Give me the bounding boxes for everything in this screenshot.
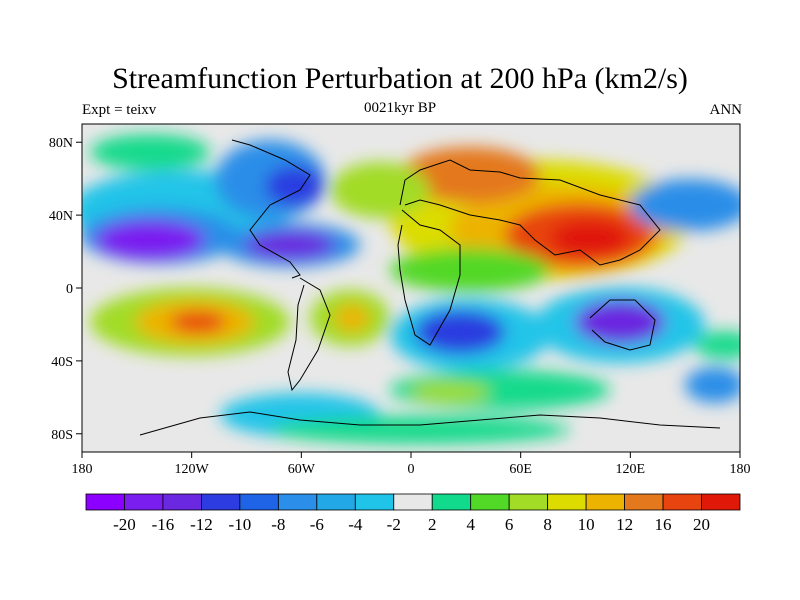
colorbar-swatch [508, 493, 549, 511]
colorbar-label: -4 [348, 515, 363, 534]
colorbar-swatch [124, 493, 164, 511]
contour-blob [685, 367, 740, 403]
contour-blob [334, 304, 370, 332]
colorbar-swatch [85, 493, 125, 511]
colorbar-swatch [239, 493, 279, 511]
lat-tick-label: 0 [66, 282, 73, 297]
contour-blob [245, 231, 335, 259]
colorbar-label: 2 [428, 515, 437, 534]
colorbar-swatch [393, 493, 433, 511]
lat-tick-label: 40S [51, 355, 73, 370]
colorbar-swatch [585, 493, 625, 511]
colorbar-label: 6 [505, 515, 514, 534]
colorbar-label: 4 [466, 515, 475, 534]
lon-tick-label: 60E [509, 462, 532, 477]
contour-blob [390, 248, 550, 292]
lon-tick-label: 120W [175, 462, 210, 477]
colorbar-label: -2 [387, 515, 401, 534]
contour-blob [330, 162, 430, 218]
contour-blob [695, 331, 740, 359]
map-plot-area [82, 124, 740, 452]
colorbar-label: -16 [152, 515, 175, 534]
south-america-coast [287, 277, 331, 392]
lat-tick-label: 40N [49, 209, 73, 224]
colorbar-swatch [316, 493, 356, 511]
colorbar-swatch [354, 493, 395, 511]
colorbar-label: -10 [229, 515, 252, 534]
colorbar-swatch [662, 493, 702, 511]
colorbar-swatch [162, 493, 202, 511]
colorbar-swatch [470, 493, 510, 511]
lon-tick-label: 120E [616, 462, 646, 477]
north-america-coast [231, 139, 311, 279]
map-title: Streamfunction Perturbation at 200 hPa (… [112, 62, 688, 95]
australia-coast [589, 299, 656, 351]
colorbar-label: 12 [616, 515, 633, 534]
africa-coast [397, 209, 461, 346]
antarctica-coast [139, 411, 721, 436]
lon-tick-label: 180 [72, 462, 93, 477]
colorbar-swatch [431, 493, 472, 511]
colorbar-label: 8 [543, 515, 552, 534]
contour-blob [95, 220, 205, 260]
colorbar-swatch [701, 493, 741, 511]
colorbar-swatch [547, 493, 587, 511]
contour-blob [170, 311, 226, 333]
contour-blob [90, 134, 210, 170]
colorbar-label: 16 [655, 515, 672, 534]
time-label: 0021kyr BP [363, 100, 437, 116]
colorbar-swatch [624, 493, 664, 511]
coastlines [139, 139, 721, 436]
colorbar-swatch [277, 493, 318, 511]
colorbar-label: -12 [190, 515, 213, 534]
lon-tick-label: 180 [730, 462, 751, 477]
lat-tick-label: 80N [49, 136, 73, 151]
latitude-axis: 80N 40N 0 40S 80S [49, 136, 82, 443]
season-label: ANN [709, 102, 743, 118]
colorbar-label: 20 [693, 515, 710, 534]
contour-field [82, 134, 740, 444]
contour-blob [270, 416, 570, 444]
lon-tick-label: 0 [408, 462, 415, 477]
contour-blob [415, 310, 505, 354]
experiment-label: Expt = teixv [82, 102, 157, 118]
colorbar-swatch [201, 493, 241, 511]
contour-blob [400, 147, 540, 203]
colorbar-label: 10 [578, 515, 595, 534]
colorbar-label: -20 [113, 515, 136, 534]
colorbar-label: -6 [310, 515, 324, 534]
contour-blob [410, 382, 490, 402]
longitude-axis: 180 120W 60W 0 60E 120E 180 [72, 452, 751, 477]
colorbar-label: -8 [271, 515, 285, 534]
contour-blob [550, 220, 630, 256]
contour-blob [265, 166, 325, 206]
colorbar: -20 -16 -12 -10 -8 -6 -4 -2 2 4 6 8 10 12 16 20 [85, 493, 741, 534]
eurasia-coast [399, 159, 661, 266]
lon-tick-label: 60W [288, 462, 316, 477]
contour-blob [630, 179, 740, 231]
lat-tick-label: 80S [51, 428, 73, 443]
